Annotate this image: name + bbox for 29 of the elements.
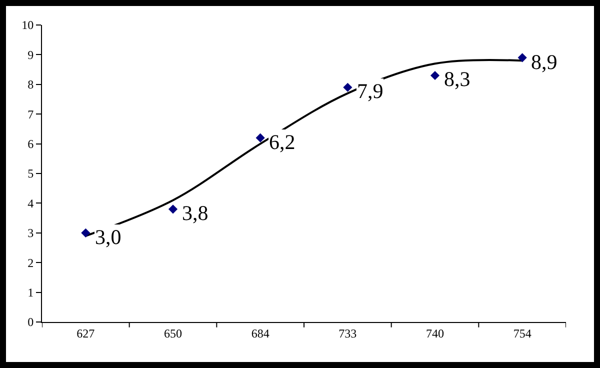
x-tick-label: 733 (338, 326, 357, 340)
point (518, 53, 527, 62)
y-tick-label: 6 (28, 137, 34, 151)
y-tick-label: 2 (28, 256, 34, 270)
data-label: 3,8 (182, 201, 208, 225)
data-label: 8,9 (531, 50, 558, 74)
y-tick-label: 5 (28, 166, 34, 181)
data-label: 7,9 (357, 79, 384, 103)
y-tick-label: 3 (28, 226, 34, 240)
x-tick-label: 650 (164, 326, 182, 340)
y-tick-label: 9 (28, 48, 34, 62)
y-tick-label: 7 (28, 107, 34, 122)
x-tick-label: 740 (426, 326, 444, 340)
data-label: 6,2 (269, 130, 296, 154)
point (430, 70, 440, 80)
x-tick-label: 684 (251, 326, 270, 340)
y-tick-label: 8 (28, 78, 34, 92)
x-tick-label: 754 (513, 326, 532, 340)
point (343, 82, 352, 92)
point (168, 204, 178, 214)
point (81, 228, 90, 238)
x-tick-label: 627 (76, 326, 95, 340)
y-tick-label: 4 (28, 196, 34, 210)
point (256, 133, 265, 142)
y-tick-label: 10 (22, 18, 34, 32)
data-label: 3,0 (95, 225, 122, 249)
data-label: 8,3 (444, 67, 470, 91)
y-tick-label: 0 (28, 315, 34, 330)
y-tick-label: 1 (28, 286, 34, 300)
